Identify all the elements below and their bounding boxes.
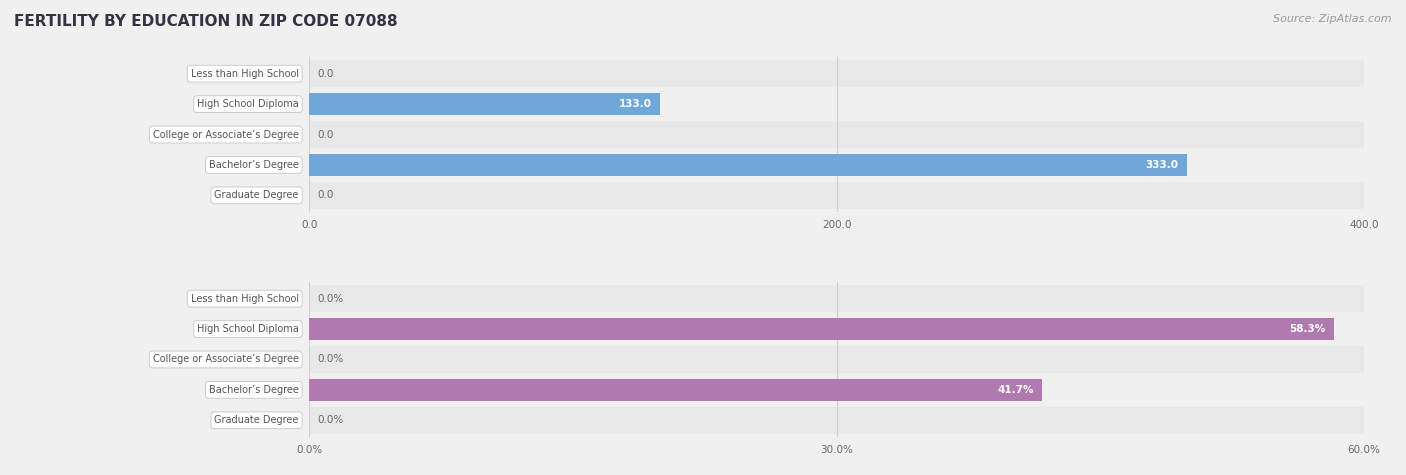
Text: College or Associate’s Degree: College or Associate’s Degree (153, 354, 298, 364)
Text: Bachelor’s Degree: Bachelor’s Degree (209, 160, 298, 170)
FancyBboxPatch shape (309, 407, 1364, 434)
Bar (309, 154, 1187, 176)
Bar (309, 93, 659, 115)
Text: Less than High School: Less than High School (191, 69, 298, 79)
Text: Graduate Degree: Graduate Degree (214, 190, 298, 200)
FancyBboxPatch shape (309, 182, 1364, 209)
Text: 333.0: 333.0 (1146, 160, 1178, 170)
Text: 0.0%: 0.0% (318, 415, 344, 425)
Text: 133.0: 133.0 (619, 99, 651, 109)
FancyBboxPatch shape (309, 346, 1364, 373)
FancyBboxPatch shape (309, 60, 1364, 87)
FancyBboxPatch shape (309, 285, 1364, 312)
Text: FERTILITY BY EDUCATION IN ZIP CODE 07088: FERTILITY BY EDUCATION IN ZIP CODE 07088 (14, 14, 398, 29)
Text: 0.0%: 0.0% (318, 354, 344, 364)
Text: Bachelor’s Degree: Bachelor’s Degree (209, 385, 298, 395)
Text: Less than High School: Less than High School (191, 294, 298, 304)
FancyBboxPatch shape (309, 152, 1364, 178)
Text: High School Diploma: High School Diploma (197, 324, 298, 334)
FancyBboxPatch shape (309, 121, 1364, 148)
Text: 58.3%: 58.3% (1289, 324, 1326, 334)
Bar (309, 318, 1334, 340)
FancyBboxPatch shape (309, 316, 1364, 342)
Text: High School Diploma: High School Diploma (197, 99, 298, 109)
Text: Source: ZipAtlas.com: Source: ZipAtlas.com (1274, 14, 1392, 24)
Text: 41.7%: 41.7% (997, 385, 1033, 395)
FancyBboxPatch shape (309, 377, 1364, 403)
Text: 0.0: 0.0 (318, 69, 335, 79)
Text: 0.0: 0.0 (318, 130, 335, 140)
Text: 0.0: 0.0 (318, 190, 335, 200)
Text: College or Associate’s Degree: College or Associate’s Degree (153, 130, 298, 140)
Bar (309, 379, 1042, 401)
Text: Graduate Degree: Graduate Degree (214, 415, 298, 425)
Text: 0.0%: 0.0% (318, 294, 344, 304)
FancyBboxPatch shape (309, 91, 1364, 117)
